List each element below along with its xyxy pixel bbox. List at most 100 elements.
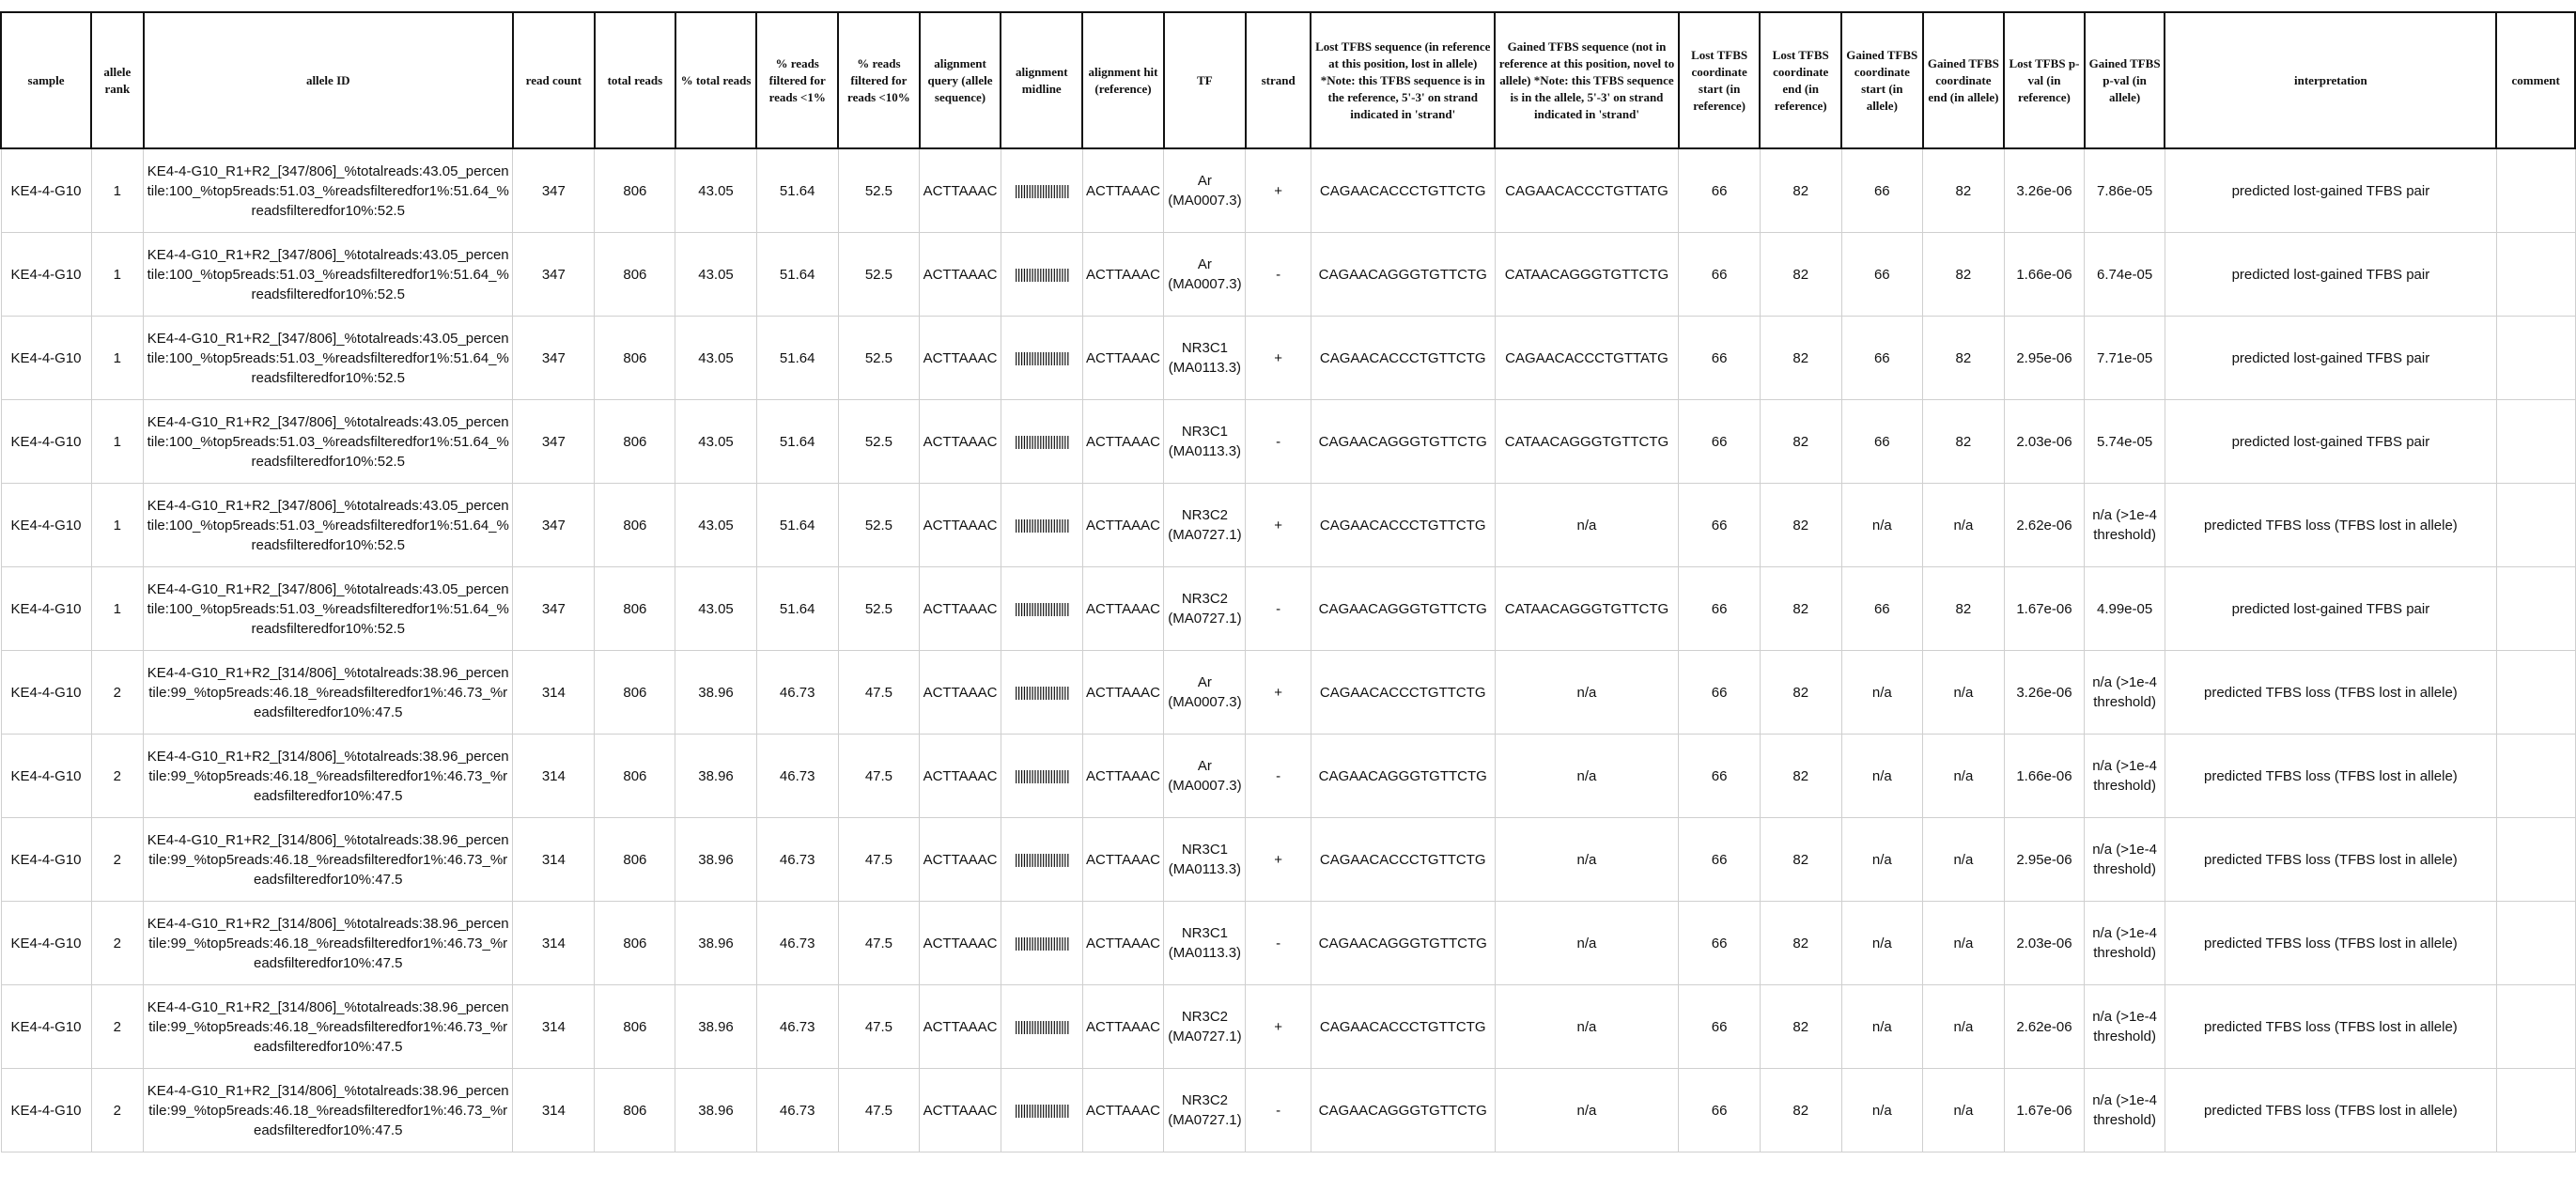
cell-alignment-hit[interactable]: ACTTAAAC — [1081, 650, 1165, 735]
cell-pct-total-reads[interactable]: 38.96 — [675, 1068, 757, 1152]
cell-gained-tfbs-start[interactable]: 66 — [1840, 147, 1924, 233]
cell-interpretation[interactable]: predicted TFBS loss (TFBS lost in allele… — [2164, 1068, 2497, 1152]
cell-interpretation[interactable]: predicted TFBS loss (TFBS lost in allele… — [2164, 984, 2497, 1069]
cell-pct-reads-filtered-10[interactable]: 52.5 — [837, 232, 921, 317]
cell-alignment-midline[interactable]: |||||||||||||||||||| — [1000, 901, 1083, 985]
cell-lost-tfbs-end[interactable]: 82 — [1759, 399, 1842, 484]
cell-tf[interactable]: Ar (MA0007.3) — [1163, 147, 1247, 233]
cell-pct-reads-filtered-1[interactable]: 51.64 — [755, 316, 839, 400]
cell-strand[interactable]: - — [1245, 901, 1311, 985]
cell-read-count[interactable]: 347 — [512, 232, 596, 317]
cell-tf[interactable]: NR3C1 (MA0113.3) — [1163, 399, 1247, 484]
cell-gained-tfbs-pval[interactable]: 6.74e-05 — [2084, 232, 2165, 317]
cell-gained-tfbs-start[interactable]: n/a — [1840, 1068, 1924, 1152]
cell-lost-tfbs-pval[interactable]: 1.67e-06 — [2003, 566, 2086, 651]
cell-strand[interactable]: - — [1245, 399, 1311, 484]
column-header-tf[interactable]: TF — [1162, 11, 1247, 149]
cell-alignment-query[interactable]: ACTTAAAC — [919, 650, 1001, 735]
cell-lost-tfbs-pval[interactable]: 2.62e-06 — [2003, 984, 2086, 1069]
cell-total-reads[interactable]: 806 — [594, 1068, 676, 1152]
cell-comment[interactable] — [2495, 817, 2576, 902]
cell-interpretation[interactable]: predicted TFBS loss (TFBS lost in allele… — [2164, 901, 2497, 985]
column-header-lost-tfbs-start[interactable]: Lost TFBS coordinate start (in reference… — [1677, 11, 1761, 149]
cell-tf[interactable]: NR3C1 (MA0113.3) — [1163, 817, 1247, 902]
column-header-sample[interactable]: sample — [0, 11, 93, 149]
cell-lost-tfbs-end[interactable]: 82 — [1759, 817, 1842, 902]
cell-pct-total-reads[interactable]: 38.96 — [675, 734, 757, 818]
column-header-total-reads[interactable]: total reads — [593, 11, 676, 149]
cell-lost-tfbs-end[interactable]: 82 — [1759, 147, 1842, 233]
cell-comment[interactable] — [2495, 147, 2576, 233]
cell-tf[interactable]: NR3C1 (MA0113.3) — [1163, 316, 1247, 400]
cell-pct-reads-filtered-1[interactable]: 46.73 — [755, 650, 839, 735]
cell-tf[interactable]: NR3C2 (MA0727.1) — [1163, 483, 1247, 567]
cell-pct-total-reads[interactable]: 38.96 — [675, 650, 757, 735]
cell-alignment-hit[interactable]: ACTTAAAC — [1081, 483, 1165, 567]
cell-allele-id[interactable]: KE4-4-G10_R1+R2_[347/806]_%totalreads:43… — [143, 483, 514, 567]
cell-total-reads[interactable]: 806 — [594, 734, 676, 818]
cell-lost-tfbs-sequence[interactable]: CAGAACACCCTGTTCTG — [1310, 650, 1496, 735]
cell-read-count[interactable]: 347 — [512, 483, 596, 567]
cell-allele-rank[interactable]: 1 — [90, 566, 145, 651]
cell-alignment-hit[interactable]: ACTTAAAC — [1081, 817, 1165, 902]
cell-strand[interactable]: + — [1245, 650, 1311, 735]
cell-lost-tfbs-end[interactable]: 82 — [1759, 316, 1842, 400]
cell-strand[interactable]: + — [1245, 316, 1311, 400]
column-header-strand[interactable]: strand — [1244, 11, 1312, 149]
column-header-alignment-query[interactable]: alignment query (allele sequence) — [918, 11, 1002, 149]
cell-gained-tfbs-pval[interactable]: 7.71e-05 — [2084, 316, 2165, 400]
cell-alignment-hit[interactable]: ACTTAAAC — [1081, 984, 1165, 1069]
cell-sample[interactable]: KE4-4-G10 — [0, 984, 92, 1069]
cell-read-count[interactable]: 347 — [512, 147, 596, 233]
cell-total-reads[interactable]: 806 — [594, 566, 676, 651]
cell-gained-tfbs-sequence[interactable]: CAGAACACCCTGTTATG — [1494, 147, 1680, 233]
cell-pct-total-reads[interactable]: 38.96 — [675, 901, 757, 985]
cell-lost-tfbs-sequence[interactable]: CAGAACAGGGTGTTCTG — [1310, 399, 1496, 484]
cell-interpretation[interactable]: predicted TFBS loss (TFBS lost in allele… — [2164, 483, 2497, 567]
cell-alignment-midline[interactable]: |||||||||||||||||||| — [1000, 984, 1083, 1069]
cell-sample[interactable]: KE4-4-G10 — [0, 232, 92, 317]
cell-comment[interactable] — [2495, 734, 2576, 818]
cell-lost-tfbs-pval[interactable]: 1.66e-06 — [2003, 734, 2086, 818]
column-header-allele-id[interactable]: allele ID — [142, 11, 514, 149]
cell-lost-tfbs-start[interactable]: 66 — [1678, 984, 1761, 1069]
cell-alignment-midline[interactable]: |||||||||||||||||||| — [1000, 232, 1083, 317]
cell-strand[interactable]: + — [1245, 147, 1311, 233]
cell-alignment-hit[interactable]: ACTTAAAC — [1081, 566, 1165, 651]
cell-lost-tfbs-sequence[interactable]: CAGAACAGGGTGTTCTG — [1310, 232, 1496, 317]
cell-interpretation[interactable]: predicted lost-gained TFBS pair — [2164, 566, 2497, 651]
cell-gained-tfbs-sequence[interactable]: CATAACAGGGTGTTCTG — [1494, 399, 1680, 484]
cell-sample[interactable]: KE4-4-G10 — [0, 399, 92, 484]
cell-lost-tfbs-start[interactable]: 66 — [1678, 901, 1761, 985]
cell-gained-tfbs-start[interactable]: 66 — [1840, 316, 1924, 400]
cell-gained-tfbs-end[interactable]: n/a — [1922, 650, 2005, 735]
cell-alignment-hit[interactable]: ACTTAAAC — [1081, 399, 1165, 484]
cell-gained-tfbs-start[interactable]: n/a — [1840, 901, 1924, 985]
column-header-pct-total-reads[interactable]: % total reads — [674, 11, 758, 149]
column-header-alignment-midline[interactable]: alignment midline — [1000, 11, 1084, 149]
cell-gained-tfbs-sequence[interactable]: n/a — [1494, 650, 1680, 735]
cell-pct-total-reads[interactable]: 38.96 — [675, 817, 757, 902]
cell-lost-tfbs-pval[interactable]: 2.95e-06 — [2003, 316, 2086, 400]
cell-lost-tfbs-pval[interactable]: 1.67e-06 — [2003, 1068, 2086, 1152]
cell-pct-total-reads[interactable]: 43.05 — [675, 232, 757, 317]
cell-gained-tfbs-pval[interactable]: n/a (>1e-4 threshold) — [2084, 650, 2165, 735]
cell-pct-reads-filtered-1[interactable]: 51.64 — [755, 147, 839, 233]
cell-allele-id[interactable]: KE4-4-G10_R1+R2_[347/806]_%totalreads:43… — [143, 232, 514, 317]
cell-gained-tfbs-end[interactable]: n/a — [1922, 901, 2005, 985]
cell-lost-tfbs-start[interactable]: 66 — [1678, 147, 1761, 233]
cell-allele-id[interactable]: KE4-4-G10_R1+R2_[347/806]_%totalreads:43… — [143, 147, 514, 233]
column-header-gained-tfbs-start[interactable]: Gained TFBS coordinate start (in allele) — [1840, 11, 1924, 149]
cell-lost-tfbs-pval[interactable]: 1.66e-06 — [2003, 232, 2086, 317]
cell-gained-tfbs-end[interactable]: 82 — [1922, 566, 2005, 651]
cell-interpretation[interactable]: predicted lost-gained TFBS pair — [2164, 232, 2497, 317]
cell-gained-tfbs-pval[interactable]: 4.99e-05 — [2084, 566, 2165, 651]
cell-strand[interactable]: - — [1245, 232, 1311, 317]
cell-strand[interactable]: + — [1245, 984, 1311, 1069]
column-header-lost-tfbs-pval[interactable]: Lost TFBS p-val (in reference) — [2003, 11, 2086, 149]
cell-pct-total-reads[interactable]: 38.96 — [675, 984, 757, 1069]
cell-pct-reads-filtered-10[interactable]: 52.5 — [837, 399, 921, 484]
cell-pct-reads-filtered-1[interactable]: 46.73 — [755, 984, 839, 1069]
cell-lost-tfbs-end[interactable]: 82 — [1759, 984, 1842, 1069]
cell-alignment-midline[interactable]: |||||||||||||||||||| — [1000, 566, 1083, 651]
